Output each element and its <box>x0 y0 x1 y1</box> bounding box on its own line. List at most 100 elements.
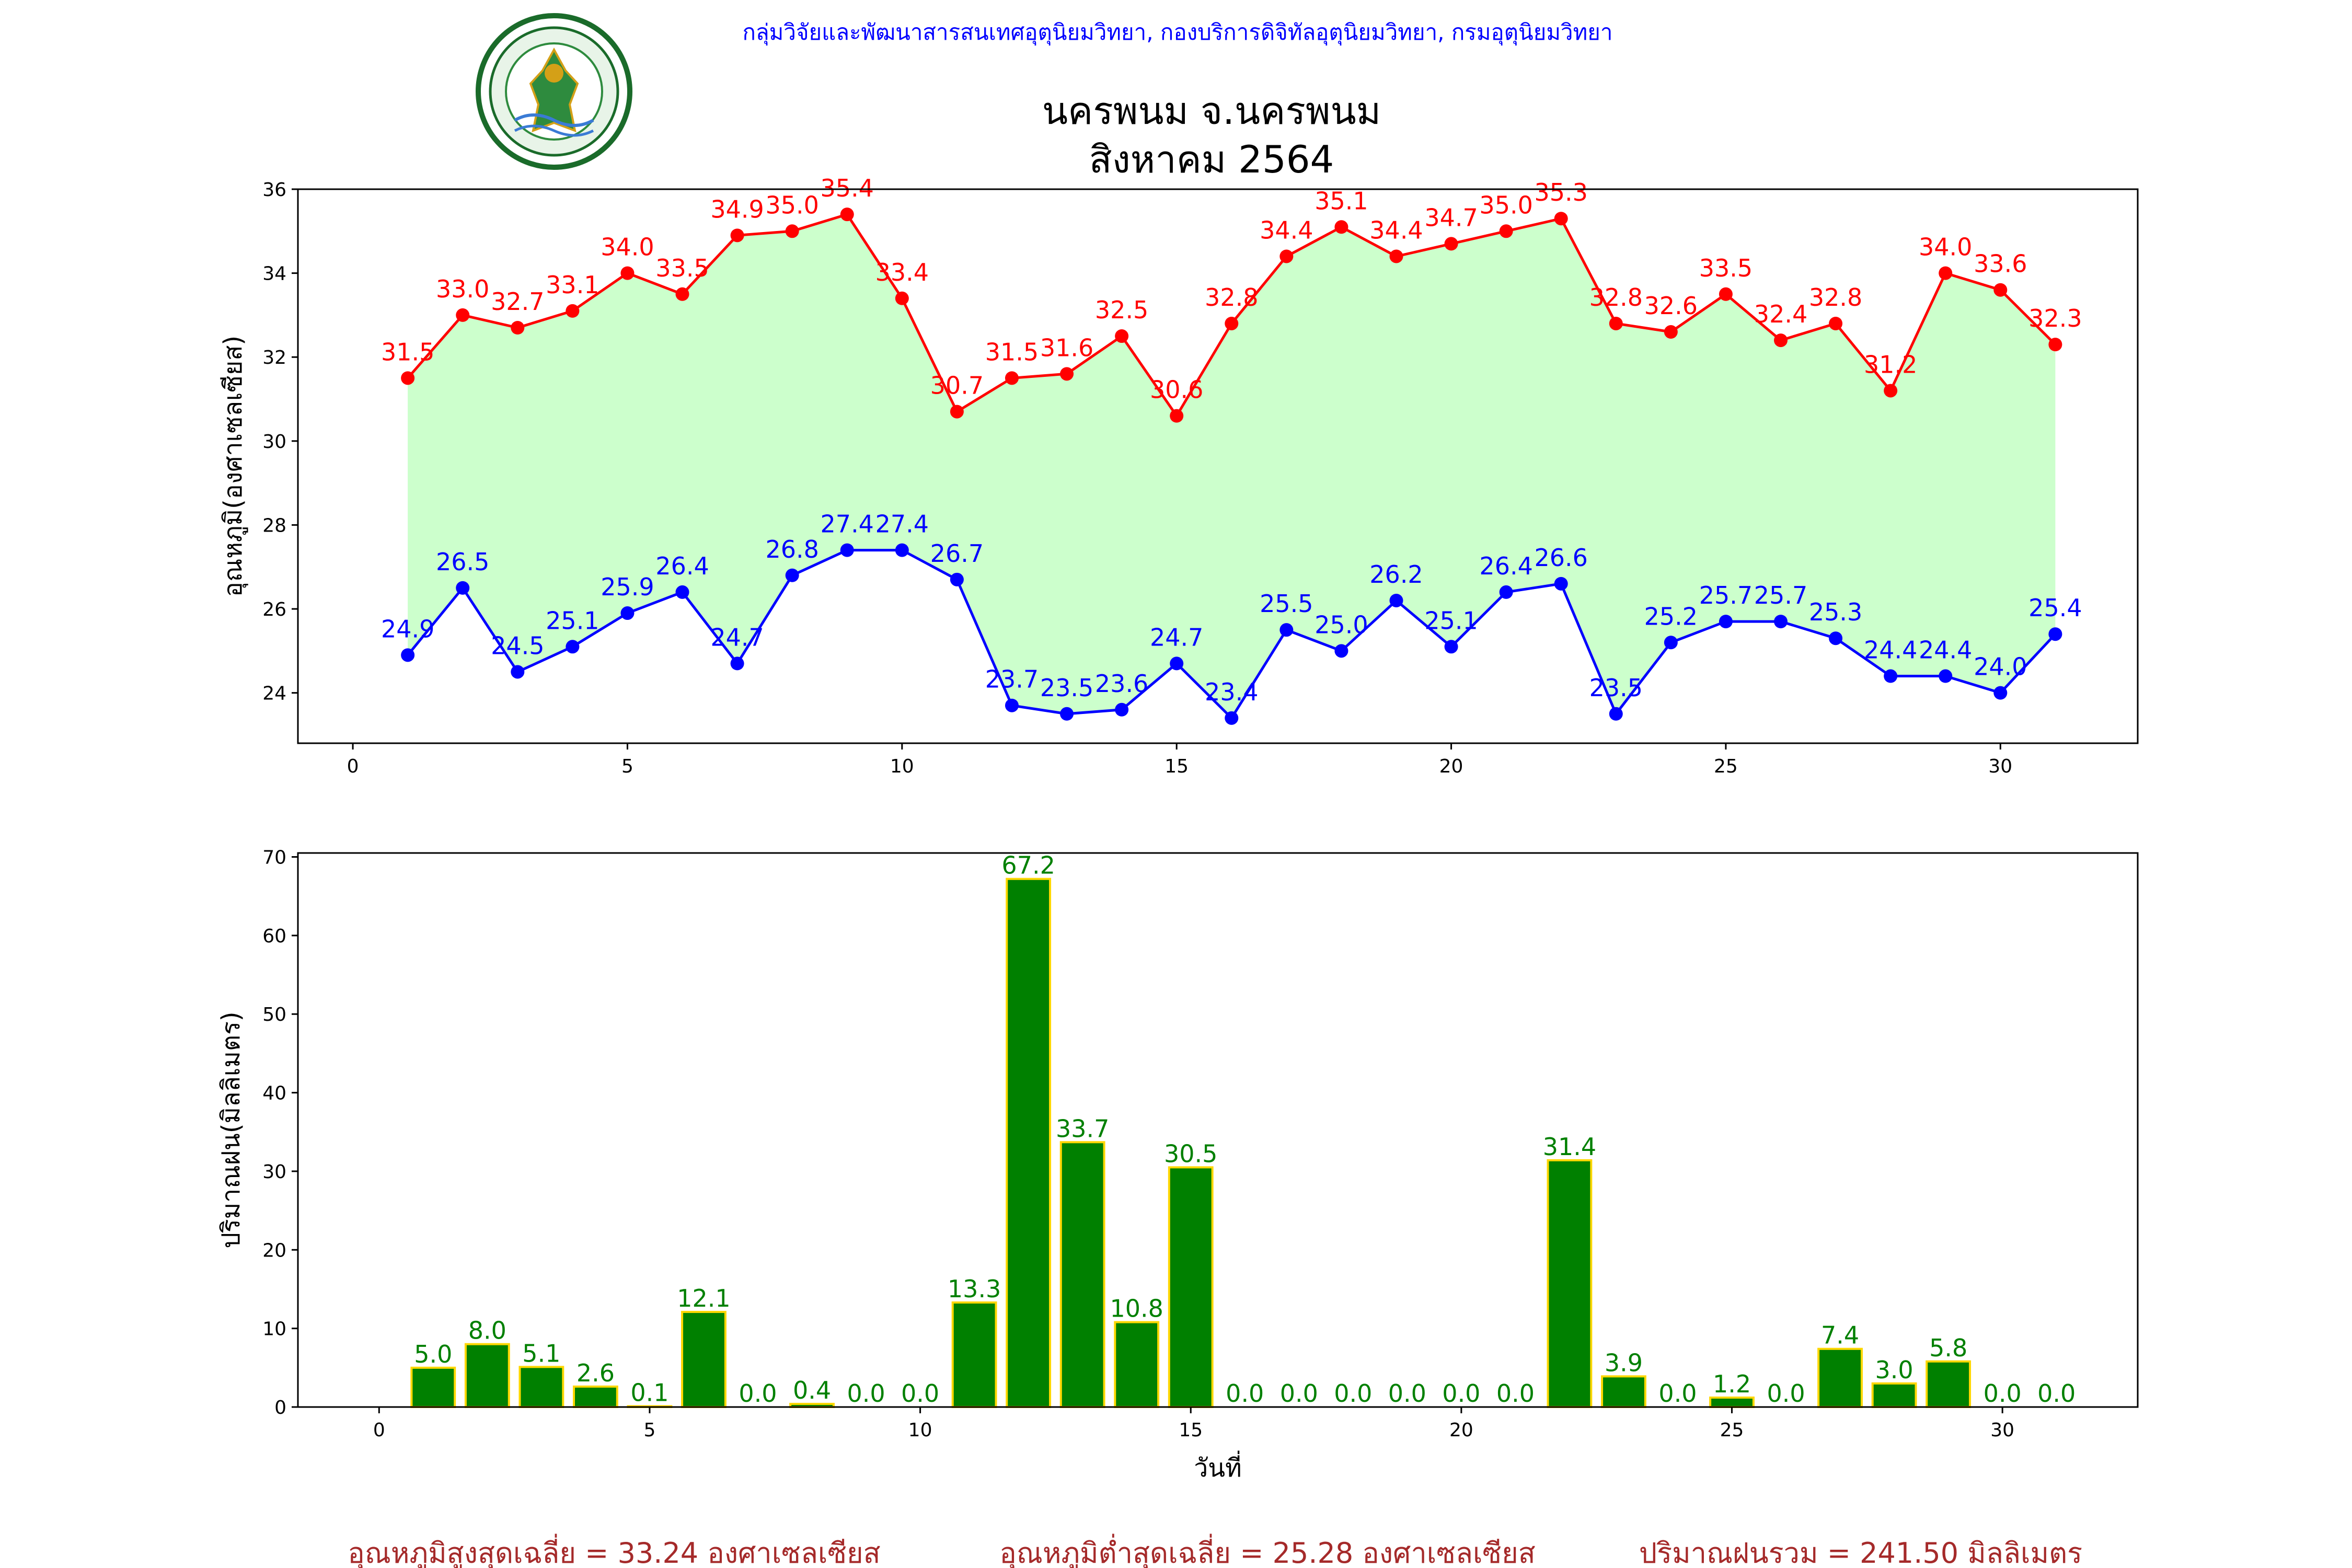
max-temp-data-label: 31.2 <box>1864 350 1917 378</box>
min-temp-data-label: 27.4 <box>875 510 929 538</box>
temperature-y-tick-label: 30 <box>262 431 286 453</box>
rainfall-data-label: 31.4 <box>1543 1133 1596 1161</box>
max-temp-data-label: 33.0 <box>436 275 489 303</box>
max-temp-data-label: 32.8 <box>1205 283 1258 312</box>
min-temp-point <box>1389 593 1403 607</box>
max-temp-data-label: 33.6 <box>1974 250 2027 278</box>
rainfall-x-axis-label: วันที่ <box>1194 1450 1241 1483</box>
min-temp-point <box>1279 623 1294 637</box>
rainfall-x-tick-label: 25 <box>1720 1420 1744 1441</box>
min-temp-point <box>2048 627 2062 641</box>
max-temp-point <box>566 304 580 318</box>
rainfall-data-label: 0.4 <box>793 1376 831 1404</box>
temperature-x-tick-label: 10 <box>890 756 914 777</box>
min-temp-data-label: 25.0 <box>1315 610 1368 639</box>
min-temp-point <box>1005 698 1019 712</box>
rainfall-data-label: 0.0 <box>1226 1379 1264 1408</box>
max-temp-point <box>1279 249 1294 263</box>
rainfall-bar <box>1817 1347 1863 1408</box>
rainfall-x-tick-label: 30 <box>1990 1420 2014 1441</box>
max-temp-point <box>1774 333 1788 348</box>
rainfall-bar <box>681 1311 727 1408</box>
min-temp-point <box>1664 636 1678 650</box>
max-temp-point <box>1609 316 1623 330</box>
min-temp-point <box>456 581 470 595</box>
rainfall-bar <box>1709 1396 1755 1409</box>
rainfall-y-tick-label: 60 <box>262 926 286 947</box>
rainfall-data-label: 5.8 <box>1929 1334 1967 1362</box>
min-temp-point <box>1444 640 1458 654</box>
temperature-y-axis-label: อุณหภูมิ(องศาเซลเซียส) <box>218 336 248 597</box>
temperature-y-tick-label: 26 <box>262 599 286 620</box>
max-temp-data-label: 32.3 <box>2028 304 2082 332</box>
temperature-y-tick-label: 28 <box>262 515 286 536</box>
rainfall-bar <box>1547 1159 1593 1408</box>
min-temp-data-label: 25.7 <box>1754 581 1807 609</box>
temperature-plot-frame <box>297 188 2139 744</box>
max-temp-data-label: 34.9 <box>710 195 764 223</box>
min-temp-point <box>620 606 635 620</box>
rainfall-data-label: 0.0 <box>901 1379 939 1408</box>
min-temp-data-label: 26.8 <box>765 535 818 563</box>
rainfall-data-label: 3.9 <box>1605 1348 1643 1377</box>
summary-avg-max-temp: อุณหภูมิสูงสุดเฉลี่ย = 33.24 องศาเซลเซีย… <box>348 1534 880 1568</box>
min-temp-data-label: 24.0 <box>1974 653 2027 681</box>
rainfall-y-tick-label: 70 <box>262 847 286 869</box>
rainfall-y-tick-label: 0 <box>274 1397 286 1419</box>
temperature-y-tick-label: 24 <box>262 683 286 705</box>
rainfall-x-tick-label: 5 <box>643 1420 655 1441</box>
rainfall-data-label: 0.0 <box>1658 1379 1697 1408</box>
min-temp-point <box>1060 707 1074 721</box>
organization-header: กลุ่มวิจัยและพัฒนาสารสนเทศอุตุนิยมวิทยา,… <box>742 19 1612 46</box>
min-temp-point <box>1554 577 1568 591</box>
min-temp-data-label: 23.6 <box>1095 670 1148 698</box>
min-temp-data-label: 25.7 <box>1699 581 1753 609</box>
max-temp-point <box>620 266 635 280</box>
min-temp-point <box>730 656 744 671</box>
max-temp-data-label: 35.0 <box>1479 191 1532 219</box>
min-temp-data-label: 23.5 <box>1589 674 1643 702</box>
rainfall-data-label: 7.4 <box>1821 1321 1859 1350</box>
max-temp-data-label: 32.4 <box>1754 300 1807 328</box>
max-temp-point <box>895 291 909 305</box>
min-temp-point <box>1884 669 1898 683</box>
temperature-y-tick-label: 36 <box>262 179 286 201</box>
rainfall-x-tick-label: 15 <box>1179 1420 1203 1441</box>
max-temp-point <box>785 224 799 238</box>
rainfall-bar <box>1114 1321 1160 1408</box>
max-temp-data-label: 32.7 <box>491 287 544 316</box>
min-temp-data-label: 25.2 <box>1644 602 1698 630</box>
min-temp-point <box>401 648 415 662</box>
min-temp-data-label: 25.1 <box>546 606 599 635</box>
min-temp-data-label: 24.4 <box>1864 636 1917 664</box>
min-temp-data-label: 25.4 <box>2028 594 2082 622</box>
rainfall-y-tick-label: 50 <box>262 1004 286 1025</box>
min-temp-point <box>785 568 799 582</box>
rainfall-y-axis-label: ปริมาณฝน(มิลลิเมตร) <box>216 1011 246 1248</box>
min-temp-point <box>566 640 580 654</box>
temperature-y-tick-label: 34 <box>262 263 286 285</box>
max-temp-data-label: 32.8 <box>1809 283 1862 312</box>
temperature-x-tick-label: 5 <box>621 756 633 777</box>
rainfall-bar <box>1926 1360 1971 1409</box>
rainfall-data-label: 13.3 <box>948 1275 1001 1303</box>
rainfall-data-label: 3.0 <box>1875 1356 1913 1384</box>
summary-total-rainfall: ปริมาณฝนรวม = 241.50 มิลลิเมตร <box>1639 1537 2082 1568</box>
max-temp-data-label: 35.0 <box>765 191 818 219</box>
rainfall-x-tick-label: 10 <box>908 1420 932 1441</box>
rainfall-bar <box>573 1385 618 1408</box>
min-temp-data-label: 25.5 <box>1260 590 1313 618</box>
max-temp-data-label: 33.5 <box>1699 254 1753 282</box>
temperature-x-tick-label: 25 <box>1714 756 1738 777</box>
min-temp-point <box>511 665 525 679</box>
rainfall-data-label: 67.2 <box>1001 851 1055 880</box>
rainfall-x-tick-label: 20 <box>1449 1420 1473 1441</box>
max-temp-point <box>1334 220 1348 234</box>
rainfall-data-label: 1.2 <box>1713 1370 1751 1398</box>
min-temp-point <box>675 585 689 599</box>
max-temp-data-label: 35.3 <box>1535 178 1588 206</box>
max-temp-point <box>1225 316 1239 330</box>
rainfall-bar <box>1006 878 1052 1409</box>
max-temp-data-label: 32.8 <box>1589 283 1643 312</box>
